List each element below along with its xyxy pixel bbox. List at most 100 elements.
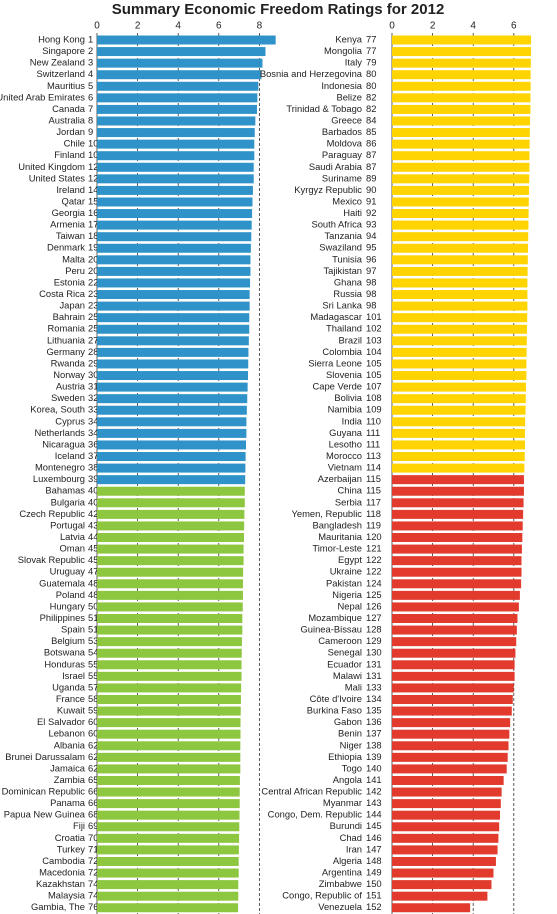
category-label: Albania bbox=[54, 739, 86, 750]
category-label: Bolivia bbox=[334, 392, 362, 403]
category-label: Poland bbox=[56, 589, 85, 600]
rank-label: 39 bbox=[88, 473, 98, 484]
category-label: Zambia bbox=[54, 774, 86, 785]
bar bbox=[97, 637, 242, 647]
category-label: Luxembourg bbox=[33, 473, 85, 484]
category-label: Brunei Darussalam bbox=[5, 751, 85, 762]
bar bbox=[97, 845, 239, 855]
bar bbox=[97, 417, 247, 427]
bar bbox=[392, 521, 523, 531]
rank-label: 128 bbox=[366, 624, 382, 635]
bar bbox=[392, 660, 515, 670]
bar bbox=[97, 509, 245, 519]
category-label: Iran bbox=[346, 843, 362, 854]
rank-label: 19 bbox=[88, 242, 98, 253]
bar bbox=[392, 151, 530, 161]
rank-label: 37 bbox=[88, 450, 98, 461]
rank-label: 3 bbox=[88, 57, 93, 68]
bar bbox=[97, 498, 245, 508]
rank-label: 97 bbox=[366, 265, 376, 276]
x-tick-label: 0 bbox=[389, 21, 395, 32]
rank-label: 76 bbox=[88, 901, 98, 912]
category-label: Burundi bbox=[330, 820, 362, 831]
category-label: Denmark bbox=[47, 242, 85, 253]
category-label: Bosnia and Herzegovina bbox=[260, 68, 363, 79]
rank-label: 105 bbox=[366, 357, 382, 368]
category-label: Benin bbox=[338, 728, 362, 739]
bar bbox=[392, 787, 502, 797]
category-label: Montenegro bbox=[35, 462, 85, 473]
category-label: Angola bbox=[333, 774, 363, 785]
bar bbox=[97, 556, 244, 566]
category-label: Togo bbox=[342, 762, 362, 773]
bar bbox=[97, 683, 242, 693]
rank-label: 131 bbox=[366, 658, 382, 669]
rank-label: 87 bbox=[366, 161, 376, 172]
rank-label: 71 bbox=[88, 843, 98, 854]
category-label: Guinea-Bissau bbox=[301, 624, 363, 635]
category-label: Mali bbox=[345, 681, 362, 692]
bar bbox=[97, 382, 248, 392]
rank-label: 29 bbox=[88, 357, 98, 368]
rank-label: 144 bbox=[366, 809, 382, 820]
bar bbox=[392, 822, 500, 832]
rank-label: 85 bbox=[366, 126, 376, 137]
rank-label: 38 bbox=[88, 462, 98, 473]
rank-label: 7 bbox=[88, 103, 93, 114]
bar bbox=[97, 590, 243, 600]
category-label: Belgium bbox=[51, 635, 85, 646]
category-label: Bahrain bbox=[53, 311, 85, 322]
category-label: Hong Kong bbox=[38, 33, 85, 44]
category-label: Norway bbox=[53, 369, 85, 380]
category-label: Slovak Republic bbox=[18, 554, 86, 565]
bar bbox=[97, 58, 263, 68]
bar bbox=[97, 70, 262, 80]
rank-label: 138 bbox=[366, 739, 382, 750]
category-label: Canada bbox=[52, 103, 86, 114]
rank-label: 102 bbox=[366, 323, 382, 334]
rank-label: 27 bbox=[88, 334, 98, 345]
category-label: Indonesia bbox=[321, 80, 362, 91]
bar bbox=[97, 35, 276, 45]
bar bbox=[392, 706, 512, 716]
bar bbox=[97, 347, 249, 357]
category-label: Nepal bbox=[338, 600, 363, 611]
rank-label: 5 bbox=[88, 80, 93, 91]
category-label: Taiwan bbox=[56, 230, 85, 241]
category-label: Ukraine bbox=[330, 566, 362, 577]
bar bbox=[392, 463, 525, 473]
category-label: Burkina Faso bbox=[307, 705, 362, 716]
rank-label: 68 bbox=[88, 809, 98, 820]
bar bbox=[392, 741, 509, 751]
rank-label: 23 bbox=[88, 300, 98, 311]
category-label: Argentina bbox=[322, 867, 363, 878]
bar bbox=[392, 81, 531, 91]
category-label: Austria bbox=[56, 381, 86, 392]
bar bbox=[97, 255, 251, 265]
rank-label: 43 bbox=[88, 519, 98, 530]
bar bbox=[97, 139, 255, 149]
category-label: Jordan bbox=[56, 126, 85, 137]
rank-label: 145 bbox=[366, 820, 382, 831]
bar bbox=[97, 162, 254, 172]
category-label: Switzerland bbox=[37, 68, 85, 79]
category-label: Sierra Leone bbox=[308, 357, 362, 368]
bar bbox=[97, 452, 246, 462]
category-label: Bulgaria bbox=[51, 496, 86, 507]
rank-label: 98 bbox=[366, 300, 376, 311]
category-label: Hungary bbox=[50, 600, 86, 611]
rank-label: 74 bbox=[88, 890, 98, 901]
rank-label: 50 bbox=[88, 600, 98, 611]
category-label: Tajikistan bbox=[323, 265, 362, 276]
bar bbox=[392, 243, 529, 253]
category-label: Costa Rica bbox=[39, 288, 86, 299]
bar bbox=[97, 336, 249, 346]
category-label: Lebanon bbox=[49, 728, 86, 739]
rank-label: 150 bbox=[366, 878, 382, 889]
category-label: Barbados bbox=[322, 126, 362, 137]
category-label: Congo, Dem. Republic bbox=[268, 809, 363, 820]
rank-label: 34 bbox=[88, 415, 98, 426]
rank-label: 114 bbox=[366, 462, 381, 473]
category-label: Haiti bbox=[343, 207, 362, 218]
bar bbox=[392, 278, 528, 288]
